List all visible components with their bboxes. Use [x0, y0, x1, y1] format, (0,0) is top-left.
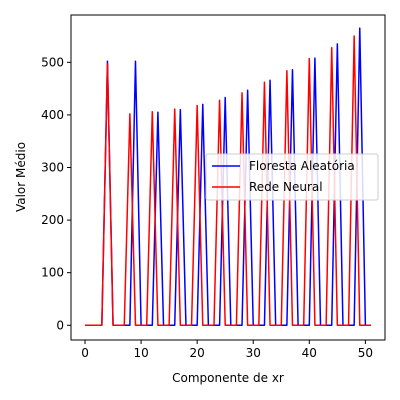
y-tick-label: 200: [41, 213, 64, 227]
y-tick-label: 100: [41, 266, 64, 280]
x-axis-label: Componente de xr: [172, 371, 284, 385]
y-tick-label: 500: [41, 55, 64, 69]
x-axis-ticks: 0 10 20 30 40 50: [81, 340, 373, 360]
x-tick-label: 50: [358, 346, 373, 360]
y-tick-label: 0: [56, 318, 64, 332]
series-line-1: [85, 35, 371, 327]
y-tick-label: 400: [41, 108, 64, 122]
x-tick-label: 0: [81, 346, 89, 360]
x-tick-label: 30: [246, 346, 261, 360]
y-tick-label: 300: [41, 161, 64, 175]
x-tick-label: 10: [133, 346, 148, 360]
legend-label-rede: Rede Neural: [249, 180, 323, 194]
legend-label-floresta: Floresta Aleatória: [249, 159, 355, 173]
plot-lines: [85, 27, 371, 327]
y-axis-label: Valor Médio: [14, 142, 28, 212]
legend-box: [205, 153, 379, 201]
plot-frame: [70, 14, 386, 341]
y-axis-ticks: 0 100 200 300 400 500: [41, 55, 71, 332]
x-tick-label: 40: [302, 346, 317, 360]
legend: Floresta Aleatória Rede Neural: [205, 153, 379, 201]
x-tick-label: 20: [190, 346, 205, 360]
